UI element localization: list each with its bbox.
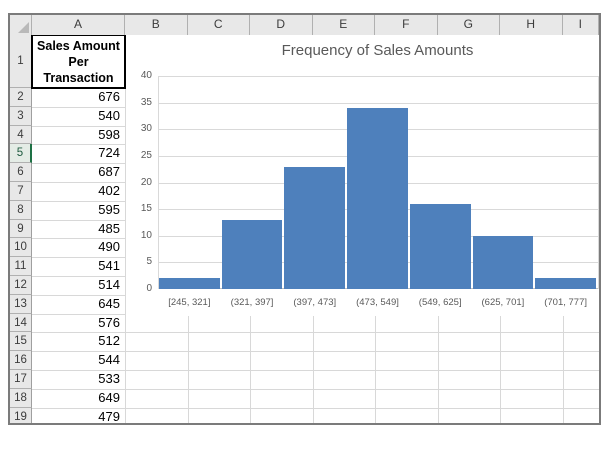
cell-a8[interactable]: 595: [98, 201, 120, 217]
row-header-12[interactable]: 12: [10, 276, 32, 295]
row-header-7[interactable]: 7: [10, 182, 32, 201]
y-axis-tick-label: 30: [140, 123, 152, 135]
x-axis-category-label: (625, 701]: [481, 297, 525, 308]
histogram-bar-6[interactable]: [472, 236, 534, 289]
row-header-13[interactable]: 13: [10, 294, 32, 314]
histogram-bar-5[interactable]: [409, 204, 471, 289]
row-header-8[interactable]: 8: [10, 200, 32, 220]
chart-object[interactable]: Frequency of Sales Amounts 0 5 10 15 20 25 30 3…: [126, 34, 599, 316]
x-axis-category-label: [245, 321]: [168, 297, 211, 308]
gridline-horizontal: [32, 388, 599, 390]
y-axis-tick-label: 35: [140, 96, 152, 108]
gridline-horizontal: [32, 351, 599, 353]
cell-a12[interactable]: 514: [98, 277, 120, 292]
cell-a13[interactable]: 645: [98, 295, 120, 311]
y-axis-tick-label: 25: [140, 149, 152, 161]
a1-line1: Sales Amount: [37, 38, 120, 53]
cell-a19[interactable]: 479: [98, 408, 120, 424]
gridline-horizontal: [32, 370, 599, 371]
x-axis-category-label: (549, 625]: [418, 297, 462, 308]
x-axis-category-label: (473, 549]: [356, 297, 399, 308]
chart-gridline: [159, 102, 598, 104]
row-header-17[interactable]: 17: [10, 370, 32, 389]
cell-a4[interactable]: 598: [98, 126, 120, 142]
row-header-16[interactable]: 16: [10, 351, 32, 370]
cell-a3[interactable]: 540: [98, 107, 120, 123]
cell-a5[interactable]: 724: [98, 145, 120, 161]
gridline-horizontal: [32, 332, 599, 334]
select-all-triangle-icon: [18, 22, 29, 33]
cell-a2[interactable]: 676: [98, 89, 120, 104]
y-axis-tick-label: 5: [146, 256, 152, 268]
cell-a7[interactable]: 402: [98, 183, 120, 198]
column-header-d[interactable]: D: [250, 15, 313, 35]
cell-a16[interactable]: 544: [98, 352, 120, 368]
row-header-3[interactable]: 3: [10, 106, 32, 126]
row-header-18[interactable]: 18: [10, 388, 32, 408]
cell-a9[interactable]: 485: [98, 220, 120, 236]
y-axis-tick-label: 10: [140, 229, 152, 241]
row-header-6[interactable]: 6: [10, 163, 32, 182]
y-axis-tick-label: 15: [140, 203, 152, 215]
cell-a10[interactable]: 490: [98, 239, 120, 255]
row-header-1[interactable]: 1: [10, 35, 32, 88]
column-header-g[interactable]: G: [437, 15, 500, 35]
gridline-vertical: [125, 35, 126, 423]
column-header-f[interactable]: F: [375, 15, 438, 35]
row-header-11[interactable]: 11: [10, 257, 32, 276]
row-header-15[interactable]: 15: [10, 332, 32, 352]
cell-a6[interactable]: 687: [98, 164, 120, 180]
chart-title[interactable]: Frequency of Sales Amounts: [281, 42, 474, 59]
x-axis-category-label: (701, 777]: [544, 297, 588, 308]
column-header-b[interactable]: B: [125, 15, 188, 35]
cell-a18[interactable]: 649: [98, 389, 120, 405]
y-axis-tick-label: 20: [140, 176, 152, 188]
row-header-5[interactable]: 5: [10, 144, 32, 164]
cell-a11[interactable]: 541: [98, 258, 120, 274]
row-header-9[interactable]: 9: [10, 219, 32, 239]
y-axis-tick-label: 0: [146, 283, 152, 294]
column-header-a[interactable]: A: [32, 15, 125, 35]
row-header-10[interactable]: 10: [10, 238, 32, 258]
row-header-4[interactable]: 4: [10, 125, 32, 145]
cell-a17[interactable]: 533: [98, 371, 120, 386]
row-header-19[interactable]: 19: [10, 407, 32, 423]
histogram-bar-1[interactable]: [159, 278, 220, 289]
histogram-bar-3[interactable]: [284, 167, 346, 289]
histogram-bar-2[interactable]: [221, 220, 283, 289]
select-all-corner[interactable]: [10, 15, 32, 35]
cell-a14[interactable]: 576: [98, 314, 120, 330]
y-axis-tick-label: 40: [140, 70, 152, 81]
column-header-c[interactable]: C: [187, 15, 250, 35]
histogram-bar-4[interactable]: [347, 108, 408, 289]
x-axis-category-label: (397, 473]: [293, 297, 337, 308]
column-header-h[interactable]: H: [500, 15, 563, 35]
x-axis-category-label: (321, 397]: [230, 297, 274, 308]
cell-a15[interactable]: 512: [98, 333, 120, 349]
row-header-14[interactable]: 14: [10, 313, 32, 333]
column-header-e[interactable]: E: [312, 15, 375, 35]
a1-line3: Transaction: [43, 70, 114, 85]
gridline-horizontal: [32, 407, 599, 409]
chart-gridline: [159, 76, 598, 77]
cell-a1-header[interactable]: Sales Amount Per Transaction: [31, 34, 126, 89]
column-header-i[interactable]: I: [562, 15, 599, 35]
row-header-2[interactable]: 2: [10, 88, 32, 107]
histogram-bar-7[interactable]: [535, 278, 596, 289]
a1-line2: Per: [68, 54, 89, 69]
